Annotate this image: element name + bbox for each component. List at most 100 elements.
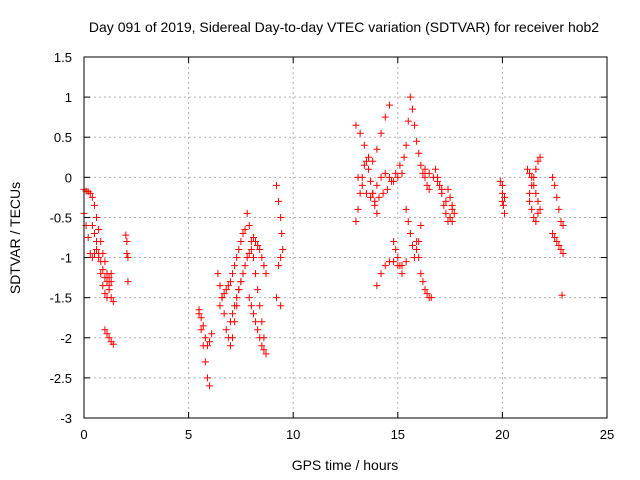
data-point [241, 225, 249, 233]
y-tick-label: 0 [65, 170, 72, 185]
series-32 [558, 291, 566, 299]
data-point [201, 334, 209, 342]
data-point [390, 177, 398, 185]
series-16 [354, 153, 408, 205]
data-point [237, 238, 245, 246]
data-point [498, 181, 506, 189]
data-point [446, 193, 454, 201]
data-point [392, 169, 400, 177]
data-point [413, 137, 421, 145]
data-point [206, 338, 214, 346]
series-14 [352, 101, 393, 165]
data-point [262, 270, 270, 278]
data-point [528, 181, 536, 189]
data-point [423, 181, 431, 189]
data-point [95, 254, 103, 262]
data-point [406, 93, 414, 101]
data-point [88, 254, 96, 262]
data-point [107, 270, 115, 278]
data-point [249, 310, 257, 318]
data-point [440, 201, 448, 209]
data-point [400, 153, 408, 161]
data-point [498, 197, 506, 205]
data-point [109, 340, 117, 348]
data-point [394, 173, 402, 181]
data-point [103, 294, 111, 302]
series-2 [88, 221, 115, 302]
data-point [373, 209, 381, 217]
data-point [101, 326, 109, 334]
data-point [254, 242, 262, 250]
data-point [226, 342, 234, 350]
data-point [394, 254, 402, 262]
data-point [199, 322, 207, 330]
data-point [415, 149, 423, 157]
data-point [224, 282, 232, 290]
data-point [528, 205, 536, 213]
data-point [559, 221, 567, 229]
data-point [377, 173, 385, 181]
data-point [252, 270, 260, 278]
data-point [218, 294, 226, 302]
data-point [404, 117, 412, 125]
data-point [379, 189, 387, 197]
y-tick-label: 1 [65, 90, 72, 105]
x-tick-label: 10 [286, 427, 300, 442]
data-point [90, 201, 98, 209]
series-21 [402, 205, 425, 262]
data-point [90, 229, 98, 237]
data-point [373, 282, 381, 290]
data-point [526, 169, 534, 177]
data-point [86, 189, 94, 197]
x-tick-label: 0 [80, 427, 87, 442]
data-point [109, 298, 117, 306]
data-point [220, 310, 228, 318]
data-point [434, 173, 442, 181]
data-point [375, 193, 383, 201]
data-point [383, 185, 391, 193]
data-point [442, 197, 450, 205]
series-6 [195, 306, 216, 350]
data-point [354, 173, 362, 181]
series-31 [549, 229, 567, 258]
data-point [557, 246, 565, 254]
data-point [396, 161, 404, 169]
series-20 [402, 93, 433, 193]
data-point [256, 246, 264, 254]
data-point [415, 254, 423, 262]
data-point [272, 294, 280, 302]
data-point [352, 121, 360, 129]
data-point [421, 165, 429, 173]
data-point [553, 193, 561, 201]
data-point [558, 291, 566, 299]
data-point [245, 294, 253, 302]
data-point [216, 282, 224, 290]
data-point [496, 177, 504, 185]
data-point [123, 250, 131, 258]
data-point [526, 197, 534, 205]
data-point [385, 101, 393, 109]
data-point [381, 169, 389, 177]
data-point [417, 270, 425, 278]
data-point [88, 193, 96, 201]
y-axis-title: SDTVAR / TECUs [7, 182, 23, 294]
data-point [277, 302, 285, 310]
data-point [105, 286, 113, 294]
data-point [208, 330, 216, 338]
data-point [417, 161, 425, 169]
data-point [406, 229, 414, 237]
data-point [197, 326, 205, 334]
data-point [95, 225, 103, 233]
data-point [124, 254, 132, 262]
data-point [402, 141, 410, 149]
data-point [203, 374, 211, 382]
y-tick-label: -2 [60, 331, 72, 346]
series-4 [122, 231, 132, 286]
data-point [220, 290, 228, 298]
data-point [360, 161, 368, 169]
data-point [101, 290, 109, 298]
data-point [530, 213, 538, 221]
series-9 [226, 246, 255, 326]
data-point [105, 334, 113, 342]
